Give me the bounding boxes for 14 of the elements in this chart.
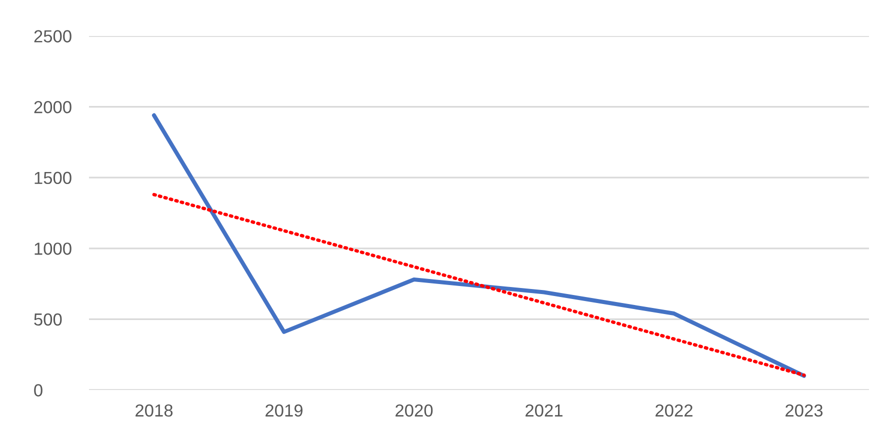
x-tick-label: 2023	[786, 404, 823, 417]
x-tick-label: 2022	[656, 404, 692, 417]
y-tick-label: 2500	[34, 30, 72, 42]
y-tick-label: 1500	[34, 172, 72, 184]
y-tick-label: 0	[34, 384, 42, 396]
x-tick-label: 2021	[526, 404, 562, 417]
x-tick-label: 2020	[396, 404, 433, 417]
x-tick-label: 2018	[136, 404, 173, 417]
x-tick-label: 2019	[266, 404, 302, 417]
y-tick-label: 500	[34, 313, 62, 326]
line-series	[152, 113, 806, 378]
y-tick-label: 1000	[34, 242, 72, 255]
line-series	[152, 192, 806, 377]
y-tick-label: 2000	[34, 100, 72, 114]
